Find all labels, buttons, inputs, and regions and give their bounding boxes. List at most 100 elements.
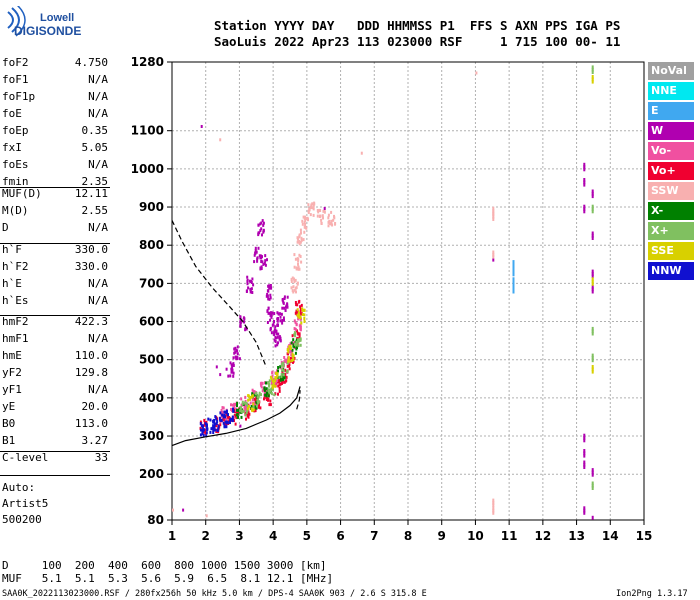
echo-point-F-trace-pink [284, 360, 287, 364]
echo-point-F-trace [259, 406, 262, 410]
echo-point-SSW [298, 267, 301, 271]
param-row-hmf1: hmF1 N/A [2, 332, 108, 348]
echo-point-vertical-13.45-W [591, 191, 594, 196]
param-row-yf2: yF2 129.8 [2, 366, 108, 382]
x-tick-label: 6 [336, 529, 344, 543]
param-separator [0, 243, 110, 244]
echo-point-X- [294, 351, 297, 355]
echo-point-vertical-13.45-SSE [591, 367, 594, 372]
echo-point-SSW [295, 290, 297, 294]
legend-item-nnw: NNW [648, 262, 694, 280]
echo-point-X+ [241, 400, 244, 404]
echo-point-spread-W [268, 284, 270, 288]
echo-point-vertical-13.45-W [591, 271, 594, 276]
echo-point-F-trace-pink [240, 397, 243, 401]
echo-point-vertical-13.2 [583, 451, 586, 456]
echo-point-F-trace-pink [220, 409, 223, 412]
echo-point-SSE [274, 379, 277, 383]
echo-point-vertical-13.2 [583, 433, 586, 438]
echo-point-vertical-13.45-SSE [591, 75, 594, 79]
echo-point-F-trace [281, 380, 284, 384]
echo-point-SSE [301, 308, 304, 312]
echo-point-F-trace-pink [244, 405, 247, 409]
param-name: fmin [2, 175, 29, 188]
echo-point-vertical-11.1 [512, 272, 515, 277]
echo-point-SSE [251, 409, 254, 413]
echo-point-spread-W [253, 253, 256, 257]
echo-point-F-trace [257, 405, 260, 409]
echo-point-SSE [300, 321, 303, 325]
echo-point-spread-W [257, 223, 260, 227]
echo-point-spread-W [258, 231, 261, 235]
echo-point-F-trace-pink [230, 403, 232, 407]
echo-point-F-trace-pink [230, 407, 232, 411]
echo-point-spread-W [269, 286, 272, 290]
echo-point-vertical-11.1 [512, 264, 515, 269]
echo-point-SSE [289, 346, 292, 350]
echo-point-SSW [298, 233, 301, 237]
echo-point-spread-W [273, 331, 275, 335]
echo-point-F-trace-pink [222, 406, 225, 410]
legend-item-x: X+ [648, 222, 694, 240]
echo-point-spread-W [286, 305, 289, 309]
echo-point-spread-W [239, 323, 242, 327]
echo-point-spread-W [238, 357, 241, 361]
echo-point-X+ [280, 373, 283, 376]
echo-point-F-trace-pink [280, 360, 283, 364]
echo-point-spread-W [276, 317, 279, 321]
echo-point-vertical-13.45-mix [591, 207, 594, 211]
echo-point-X- [277, 369, 279, 373]
echo-point-SSW [327, 216, 330, 220]
echo-point-vertical-11.1 [512, 277, 515, 282]
echo-point-NNW [207, 417, 210, 421]
param-value: N/A [88, 294, 108, 307]
echo-point-SSW [298, 253, 301, 257]
param-name: MUF(D) [2, 187, 42, 200]
echo-point-SSW [290, 277, 293, 281]
echo-point-spread-W [236, 349, 239, 353]
echo-point-SSW [309, 213, 312, 217]
echo-point-spread-W [276, 311, 279, 315]
echo-point-F-trace [263, 397, 265, 401]
param-name: hmF2 [2, 315, 29, 328]
echo-point-X- [279, 378, 282, 382]
echo-point-spread-W [275, 332, 278, 336]
echo-point-vertical-11.1 [512, 289, 515, 294]
echo-point-NNW [232, 409, 235, 413]
echo-point-SSW [312, 207, 315, 211]
echo-point-spread-W [251, 291, 254, 294]
echo-point-spread-W [227, 374, 230, 378]
echo-point-vertical-13.2 [583, 180, 586, 185]
echo-point-vertical-13.2 [583, 508, 586, 513]
echo-point-F-trace [258, 403, 260, 407]
echo-point-NNW [204, 422, 207, 425]
echo-point-SSE [303, 317, 306, 320]
digisonde-logo-icon [7, 6, 26, 37]
echo-point-X+ [246, 408, 249, 412]
echo-point-NNW [210, 427, 213, 431]
echo-point-X- [283, 376, 286, 380]
echo-point-SSE [246, 407, 249, 411]
echo-point-X+ [273, 393, 276, 397]
echo-point-spread-W [267, 311, 270, 315]
echo-point-X- [295, 338, 298, 342]
param-value: 3.27 [81, 434, 109, 447]
echo-point-vertical-10.5 [492, 506, 495, 511]
echo-point-SSW [297, 259, 300, 263]
echo-point-vertical-13.45-SSE [591, 365, 594, 369]
echo-point-scatter-W [246, 275, 249, 279]
param-name: B0 [2, 417, 16, 430]
echo-point-vertical-13.2 [583, 510, 586, 515]
echo-point-vertical-13.45-mix [591, 481, 594, 486]
echo-point-F-trace [294, 301, 297, 304]
param-name: foF2 [2, 56, 29, 69]
param-name: M(D) [2, 204, 29, 217]
echo-point-spread-W [280, 312, 283, 316]
echo-point-SSE [299, 316, 302, 319]
param-value: 4.750 [74, 56, 108, 69]
echo-point-spread-W [286, 302, 289, 306]
echo-point-scatter-W [182, 508, 185, 512]
echo-point-SSE [275, 376, 278, 380]
echo-point-SSW [299, 255, 302, 258]
param-separator [0, 475, 110, 476]
